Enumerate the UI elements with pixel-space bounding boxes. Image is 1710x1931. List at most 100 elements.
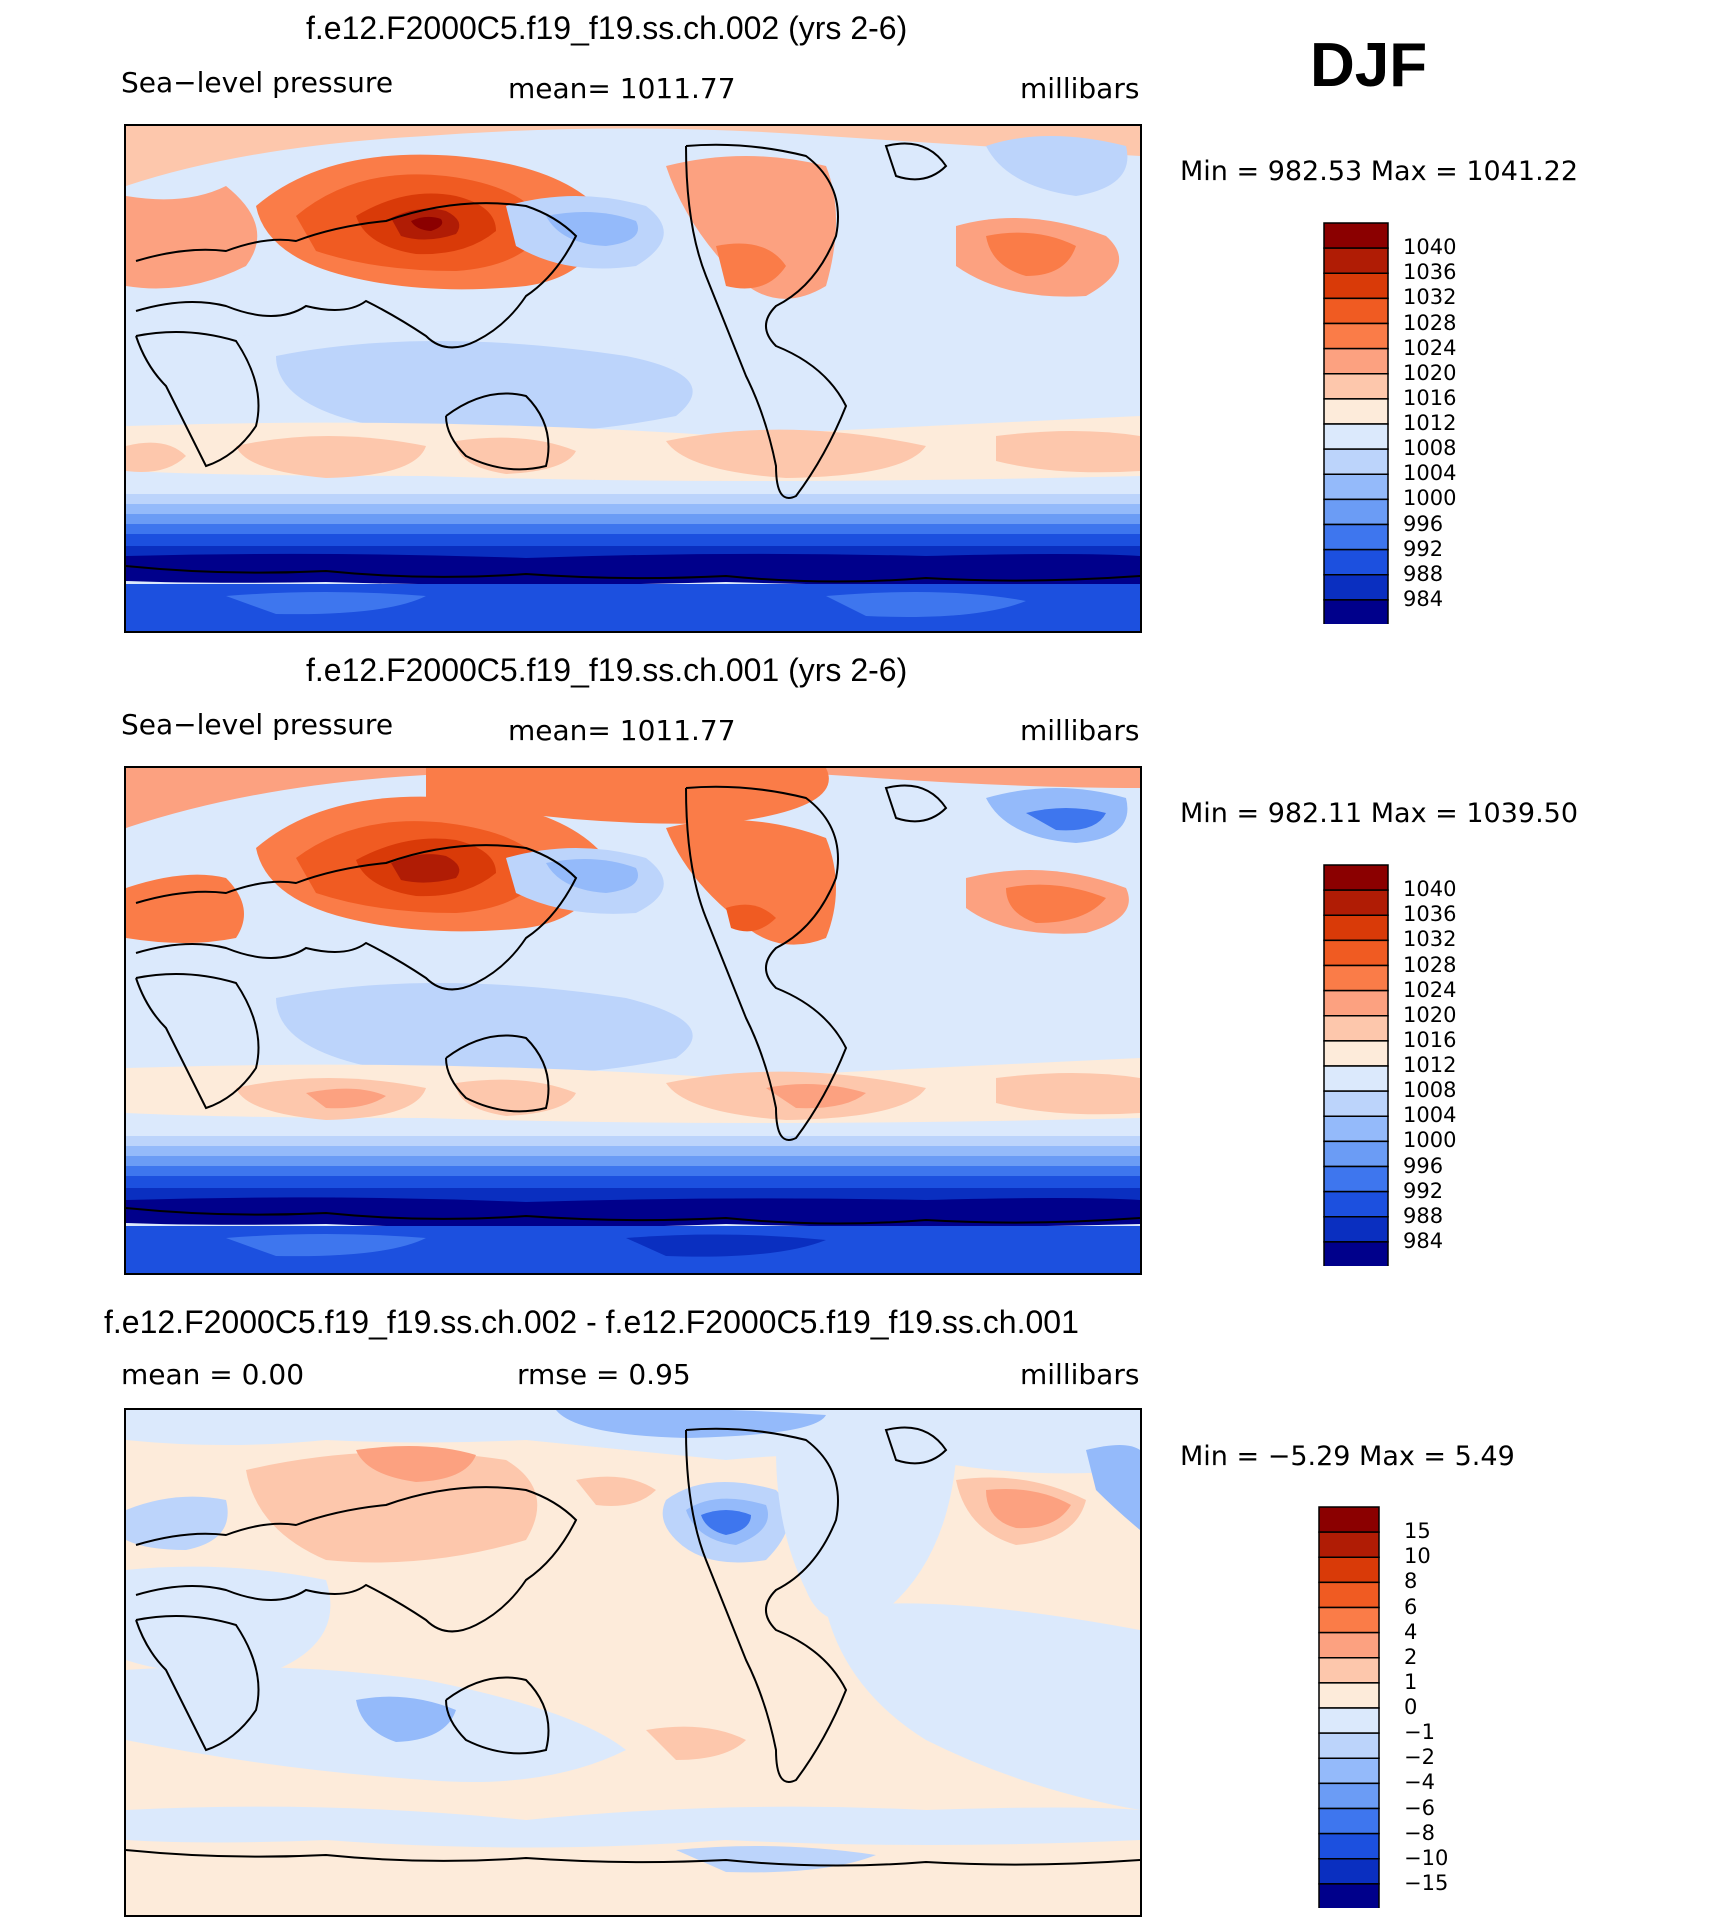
colorbar-label: 1024 xyxy=(1403,335,1457,360)
colorbar-swatch xyxy=(1323,1065,1389,1092)
colorbar-label: 1040 xyxy=(1403,235,1457,260)
colorbar-label: −6 xyxy=(1404,1795,1435,1820)
colorbar-swatch xyxy=(1323,548,1389,576)
colorbar-swatch xyxy=(1323,423,1389,450)
colorbar-label: 1000 xyxy=(1403,1128,1457,1153)
colorbar-label: 992 xyxy=(1403,536,1444,561)
colorbar-swatch xyxy=(1323,297,1389,325)
colorbar-label: 1020 xyxy=(1403,360,1457,385)
colorbar-swatch xyxy=(1318,1807,1380,1835)
colorbar-label: 996 xyxy=(1403,511,1444,536)
colorbar-label: 2 xyxy=(1404,1644,1418,1669)
colorbar-swatch xyxy=(1318,1556,1380,1584)
panel2-field xyxy=(126,768,1140,1273)
colorbar-swatch xyxy=(1323,222,1389,249)
colorbar-swatch xyxy=(1323,1241,1389,1268)
panel1-mean: mean= 1011.77 xyxy=(508,72,736,105)
panel2-mean: mean= 1011.77 xyxy=(508,714,736,747)
colorbar-label: −1 xyxy=(1404,1720,1435,1745)
colorbar-label: 1000 xyxy=(1403,486,1457,511)
colorbar-label: 1004 xyxy=(1403,461,1457,486)
colorbar-swatch xyxy=(1323,1015,1389,1042)
colorbar-swatch xyxy=(1318,1782,1380,1810)
colorbar-swatch xyxy=(1318,1858,1380,1885)
colorbar-swatch xyxy=(1323,914,1389,942)
season-label: DJF xyxy=(1310,31,1428,100)
colorbar-swatch xyxy=(1318,1682,1380,1709)
panel2-minmax: Min = 982.11 Max = 1039.50 xyxy=(1180,798,1579,829)
colorbar-swatch xyxy=(1318,1606,1380,1634)
colorbar-swatch xyxy=(1323,864,1389,891)
panel2-map xyxy=(124,766,1142,1275)
colorbar-swatch xyxy=(1323,272,1389,300)
colorbar-label: 1024 xyxy=(1403,977,1457,1002)
colorbar-swatch xyxy=(1323,889,1389,916)
colorbar-label: 1020 xyxy=(1403,1002,1457,1027)
panel1-title: f.e12.F2000C5.f19_f19.ss.ch.002 (yrs 2-6… xyxy=(306,10,908,46)
colorbar-label: −8 xyxy=(1404,1820,1435,1845)
colorbar-label: −4 xyxy=(1404,1770,1435,1795)
colorbar-swatch xyxy=(1323,1140,1389,1168)
colorbar-swatch xyxy=(1323,322,1389,350)
colorbar-swatch xyxy=(1323,1165,1389,1193)
panel2-variable: Sea−level pressure xyxy=(121,708,394,741)
colorbar-swatch xyxy=(1318,1581,1380,1609)
panel1-colorbar xyxy=(1323,222,1389,628)
colorbar-swatch xyxy=(1323,1216,1389,1243)
colorbar-label: 1032 xyxy=(1403,285,1457,310)
colorbar-label: 1 xyxy=(1404,1669,1418,1694)
colorbar-label: 1028 xyxy=(1403,952,1457,977)
panel1-map xyxy=(124,124,1142,633)
colorbar-swatch xyxy=(1318,1631,1380,1659)
colorbar-label: 996 xyxy=(1403,1153,1444,1178)
colorbar-label: 1028 xyxy=(1403,310,1457,335)
colorbar-label: 984 xyxy=(1403,586,1444,611)
colorbar-swatch xyxy=(1323,989,1389,1017)
panel2-units: millibars xyxy=(1020,714,1140,747)
colorbar-swatch xyxy=(1323,599,1389,626)
panel3-map xyxy=(124,1408,1142,1917)
colorbar-swatch xyxy=(1323,473,1389,501)
colorbar-swatch xyxy=(1323,448,1389,475)
panel1-variable: Sea−level pressure xyxy=(121,66,394,99)
colorbar-swatch xyxy=(1323,964,1389,992)
colorbar-label: 1008 xyxy=(1403,436,1457,461)
colorbar-label: 1036 xyxy=(1403,902,1457,927)
colorbar-swatch xyxy=(1318,1883,1380,1910)
colorbar-swatch xyxy=(1323,939,1389,967)
panel3-rmse: rmse = 0.95 xyxy=(517,1358,691,1391)
panel2-title: f.e12.F2000C5.f19_f19.ss.ch.001 (yrs 2-6… xyxy=(306,652,908,688)
panel1-units: millibars xyxy=(1020,72,1140,105)
colorbar-label: 1040 xyxy=(1403,877,1457,902)
colorbar-label: 1004 xyxy=(1403,1103,1457,1128)
colorbar-swatch xyxy=(1323,373,1389,400)
colorbar-swatch xyxy=(1323,1040,1389,1067)
colorbar-label: 988 xyxy=(1403,1203,1444,1228)
colorbar-label: 1016 xyxy=(1403,1027,1457,1052)
panel3-colorbar xyxy=(1318,1506,1380,1912)
colorbar-label: 1032 xyxy=(1403,927,1457,952)
colorbar-swatch xyxy=(1318,1732,1380,1759)
colorbar-swatch xyxy=(1318,1707,1380,1734)
panel1-field xyxy=(126,126,1140,631)
panel3-mean: mean = 0.00 xyxy=(121,1358,305,1391)
colorbar-label: −2 xyxy=(1404,1745,1435,1770)
colorbar-label: 1012 xyxy=(1403,411,1457,435)
panel3-units: millibars xyxy=(1020,1358,1140,1391)
colorbar-label: 10 xyxy=(1404,1544,1431,1569)
colorbar-label: 992 xyxy=(1403,1178,1444,1203)
colorbar-swatch xyxy=(1318,1832,1380,1860)
panel2-colorbar-swatches xyxy=(1323,864,1389,1268)
panel2-colorbar xyxy=(1323,864,1389,1270)
colorbar-swatch xyxy=(1318,1657,1380,1684)
colorbar-label: 8 xyxy=(1404,1569,1418,1594)
colorbar-label: 984 xyxy=(1403,1228,1444,1253)
colorbar-swatch xyxy=(1323,247,1389,274)
panel3-colorbar-swatches xyxy=(1318,1506,1380,1910)
colorbar-swatch xyxy=(1323,1090,1389,1117)
colorbar-swatch xyxy=(1323,523,1389,551)
colorbar-label: 1012 xyxy=(1403,1053,1457,1077)
colorbar-swatch xyxy=(1323,574,1389,601)
colorbar-label: −10 xyxy=(1404,1845,1449,1870)
colorbar-swatch xyxy=(1318,1757,1380,1785)
